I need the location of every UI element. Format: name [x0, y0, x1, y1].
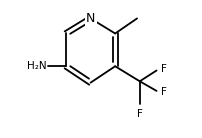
Text: N: N	[85, 12, 95, 25]
Text: F: F	[160, 87, 166, 97]
Text: H₂N: H₂N	[27, 61, 47, 71]
Text: F: F	[160, 64, 166, 74]
Text: F: F	[136, 109, 142, 119]
